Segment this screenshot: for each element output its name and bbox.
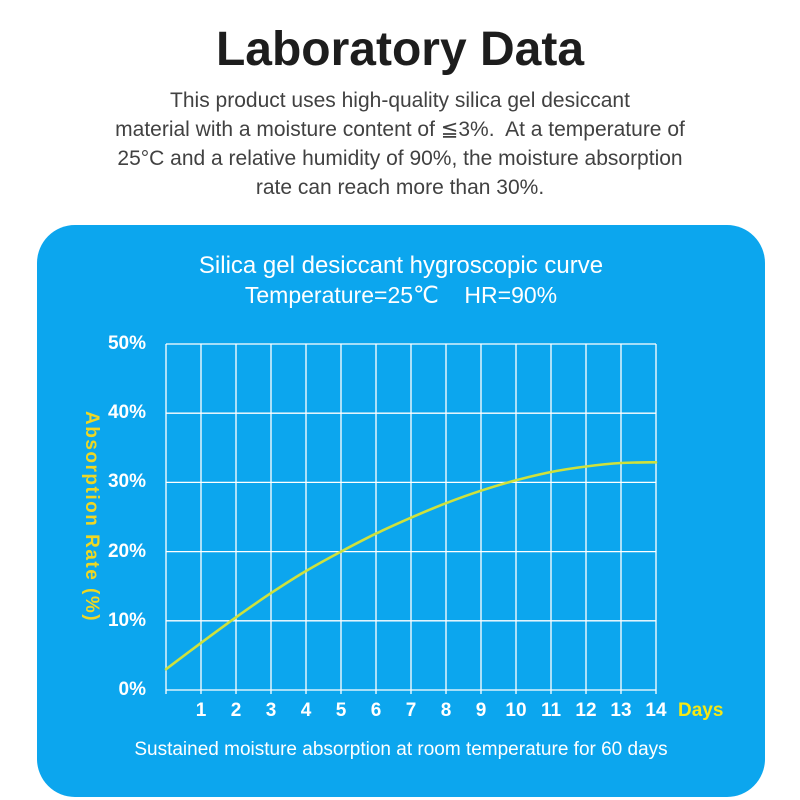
y-tick-label: 50% <box>107 333 146 354</box>
x-tick-label: 10 <box>505 700 527 721</box>
x-tick-label: 7 <box>405 700 417 721</box>
description-line: This product uses high-quality silica ge… <box>170 89 630 112</box>
plot-area <box>164 343 658 694</box>
x-tick-label: 13 <box>610 700 632 721</box>
product-description: This product uses high-quality silica ge… <box>0 86 800 202</box>
description-line: material with a moisture content of ≦3%.… <box>115 118 685 141</box>
absorption-curve <box>164 461 658 671</box>
y-tick-label: 40% <box>107 402 146 424</box>
x-tick-label: 3 <box>265 700 277 721</box>
x-tick-label: 8 <box>440 700 452 721</box>
x-tick-label: 1 <box>195 700 207 721</box>
page-title: Laboratory Data <box>215 23 585 76</box>
chart-subtitle: Temperature=25℃ HR=90% <box>244 282 558 308</box>
y-axis-tick-labels: 0% 10% 20% 30% 40% 50% <box>37 333 156 700</box>
chart-title: Silica gel desiccant hygroscopic curve <box>198 252 604 279</box>
y-tick-label: 0% <box>118 679 146 700</box>
x-tick-label: 4 <box>300 700 312 721</box>
hygroscopic-curve-chart <box>164 343 658 694</box>
x-tick-label: 11 <box>540 700 562 721</box>
y-tick-label: 20% <box>107 540 146 562</box>
x-axis-title: Days <box>678 700 724 721</box>
description-line: 25°C and a relative humidity of 90%, the… <box>117 147 683 170</box>
x-tick-label: 12 <box>575 700 597 721</box>
chart-caption: Sustained moisture absorption at room te… <box>134 739 668 760</box>
page: Laboratory Data This product uses high-q… <box>0 22 800 797</box>
x-axis-tick-labels: 1 2 3 4 5 6 7 8 9 10 11 12 13 14 Days <box>166 698 765 724</box>
x-tick-label: 6 <box>370 700 382 721</box>
chart-card: Silica gel desiccant hygroscopic curve T… <box>37 225 765 797</box>
description-line: rate can reach more than 30%. <box>255 176 545 199</box>
y-tick-label: 30% <box>107 471 146 493</box>
x-tick-label: 9 <box>475 700 487 721</box>
y-tick-label: 10% <box>107 609 146 631</box>
y-axis-title: Absorption Rate (%) <box>81 411 102 623</box>
x-tick-label: 14 <box>645 700 667 721</box>
x-tick-label: 5 <box>335 700 347 721</box>
x-tick-label: 2 <box>230 700 242 721</box>
